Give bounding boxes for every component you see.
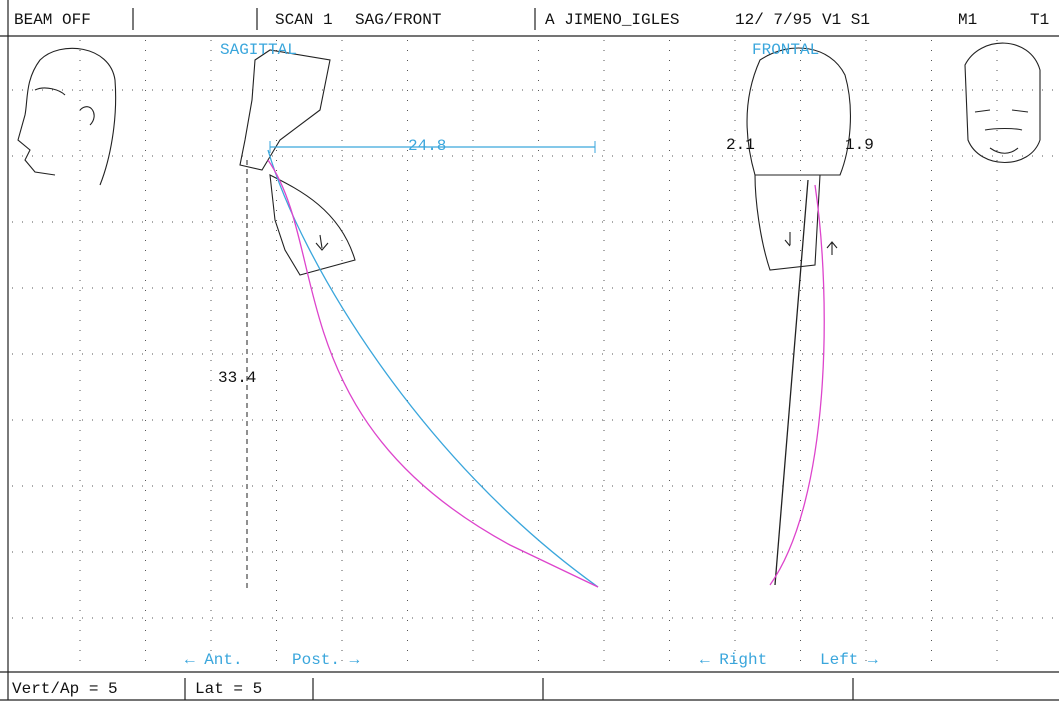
view-title: SAGITTAL — [220, 41, 297, 59]
header-cell: M1 — [958, 11, 977, 29]
sagittal-curve — [267, 159, 599, 588]
header-cell: A JIMENO_IGLES — [545, 11, 679, 29]
profile-head — [17, 47, 117, 186]
direction-label: Post. → — [292, 651, 360, 669]
direction-label: Left → — [820, 651, 878, 669]
front-head — [964, 42, 1041, 163]
measurement: 1.9 — [845, 136, 874, 154]
frontal-curve — [769, 184, 825, 586]
frontal-curve — [774, 179, 809, 586]
frontal-outline — [746, 47, 851, 271]
sagittal-curve — [267, 149, 599, 588]
direction-label: ← Ant. — [185, 651, 243, 669]
header-cell: SCAN 1 — [275, 11, 333, 29]
footer-cell: Vert/Ap = 5 — [12, 680, 118, 698]
skull-outline — [239, 49, 356, 276]
grid — [12, 40, 1055, 668]
footer-cell: Lat = 5 — [195, 680, 262, 698]
direction-label: ← Right — [700, 651, 767, 669]
header-cell: T1 — [1030, 11, 1049, 29]
view-title: FRONTAL — [752, 41, 819, 59]
dimension-ends — [269, 141, 596, 153]
header-cell: SAG/FRONT — [355, 11, 441, 29]
measurement: 33.4 — [218, 369, 256, 387]
measurement: 24.8 — [408, 137, 446, 155]
measurement: 2.1 — [726, 136, 755, 154]
separators — [132, 8, 854, 700]
header-cell: V1 S1 — [822, 11, 870, 29]
header-cell: BEAM OFF — [14, 11, 91, 29]
header-cell: 12/ 7/95 — [735, 11, 812, 29]
